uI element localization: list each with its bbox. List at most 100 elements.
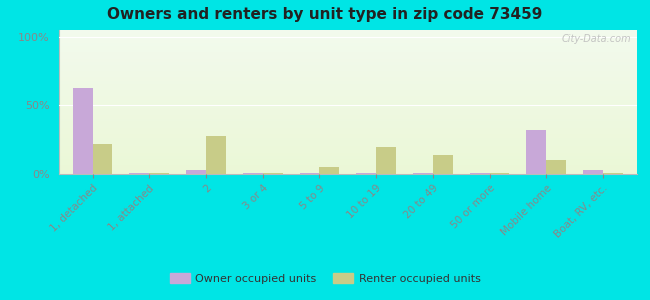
Bar xyxy=(58,101,637,102)
Bar xyxy=(58,54,637,55)
Bar xyxy=(58,98,637,99)
Bar xyxy=(58,113,637,114)
Bar xyxy=(376,147,396,174)
Bar xyxy=(58,67,637,68)
Bar xyxy=(58,99,637,100)
Bar xyxy=(58,114,637,115)
Bar xyxy=(58,69,637,70)
Bar xyxy=(58,142,637,143)
Bar xyxy=(58,72,637,73)
Bar xyxy=(58,46,637,47)
Bar xyxy=(58,167,637,168)
Bar xyxy=(58,53,637,54)
Bar xyxy=(58,147,637,148)
Bar xyxy=(186,170,206,174)
Bar xyxy=(583,170,603,174)
Bar xyxy=(58,36,637,37)
Bar xyxy=(58,140,637,141)
Bar xyxy=(58,163,637,164)
Bar xyxy=(243,173,263,174)
Bar xyxy=(58,40,637,41)
Bar xyxy=(58,115,637,116)
Bar xyxy=(58,165,637,166)
Bar xyxy=(58,55,637,56)
Bar xyxy=(150,172,169,174)
Bar xyxy=(58,38,637,39)
Bar xyxy=(58,39,637,40)
Bar xyxy=(58,90,637,91)
Bar xyxy=(58,34,637,35)
Bar xyxy=(73,88,92,174)
Bar xyxy=(58,35,637,36)
Bar xyxy=(58,87,637,88)
Bar xyxy=(58,78,637,79)
Bar xyxy=(58,59,637,60)
Bar xyxy=(58,75,637,76)
Bar xyxy=(489,173,510,174)
Bar xyxy=(58,77,637,78)
Bar xyxy=(58,30,637,31)
Bar xyxy=(300,173,319,174)
Bar xyxy=(58,57,637,58)
Bar xyxy=(58,144,637,145)
Bar xyxy=(263,172,283,174)
Bar xyxy=(470,173,489,174)
Bar xyxy=(58,171,637,172)
Bar xyxy=(58,111,637,112)
Bar xyxy=(58,131,637,132)
Bar xyxy=(58,41,637,42)
Bar xyxy=(58,68,637,69)
Bar xyxy=(58,148,637,149)
Bar xyxy=(58,60,637,61)
Bar xyxy=(356,173,376,174)
Bar xyxy=(58,159,637,160)
Bar xyxy=(58,170,637,171)
Bar xyxy=(58,43,637,44)
Bar xyxy=(58,83,637,84)
Bar xyxy=(58,110,637,111)
Bar xyxy=(58,109,637,110)
Bar xyxy=(58,160,637,161)
Bar xyxy=(319,167,339,174)
Bar xyxy=(58,71,637,72)
Bar xyxy=(58,145,637,146)
Bar xyxy=(58,166,637,167)
Bar xyxy=(58,70,637,71)
Bar xyxy=(58,164,637,165)
Bar xyxy=(58,91,637,92)
Bar xyxy=(58,156,637,157)
Bar xyxy=(58,79,637,80)
Bar xyxy=(58,173,637,174)
Bar xyxy=(58,158,637,159)
Bar xyxy=(129,172,150,174)
Bar xyxy=(58,135,637,136)
Bar xyxy=(58,117,637,118)
Bar xyxy=(413,173,433,174)
Bar xyxy=(58,128,637,129)
Bar xyxy=(58,141,637,142)
Bar xyxy=(92,144,112,174)
Bar xyxy=(58,33,637,34)
Bar xyxy=(546,160,566,174)
Bar xyxy=(58,130,637,131)
Bar xyxy=(58,96,637,97)
Bar xyxy=(58,118,637,119)
Text: Owners and renters by unit type in zip code 73459: Owners and renters by unit type in zip c… xyxy=(107,8,543,22)
Bar xyxy=(58,146,637,147)
Bar xyxy=(58,155,637,156)
Bar xyxy=(58,32,637,33)
Bar xyxy=(58,42,637,43)
Bar xyxy=(58,50,637,51)
Bar xyxy=(58,103,637,104)
Bar xyxy=(58,106,637,107)
Bar xyxy=(58,92,637,93)
Bar xyxy=(58,157,637,158)
Bar xyxy=(58,100,637,101)
Bar xyxy=(58,88,637,89)
Bar xyxy=(58,49,637,50)
Bar xyxy=(58,97,637,98)
Bar xyxy=(58,126,637,127)
Bar xyxy=(58,48,637,49)
Bar xyxy=(58,122,637,123)
Bar xyxy=(58,152,637,153)
